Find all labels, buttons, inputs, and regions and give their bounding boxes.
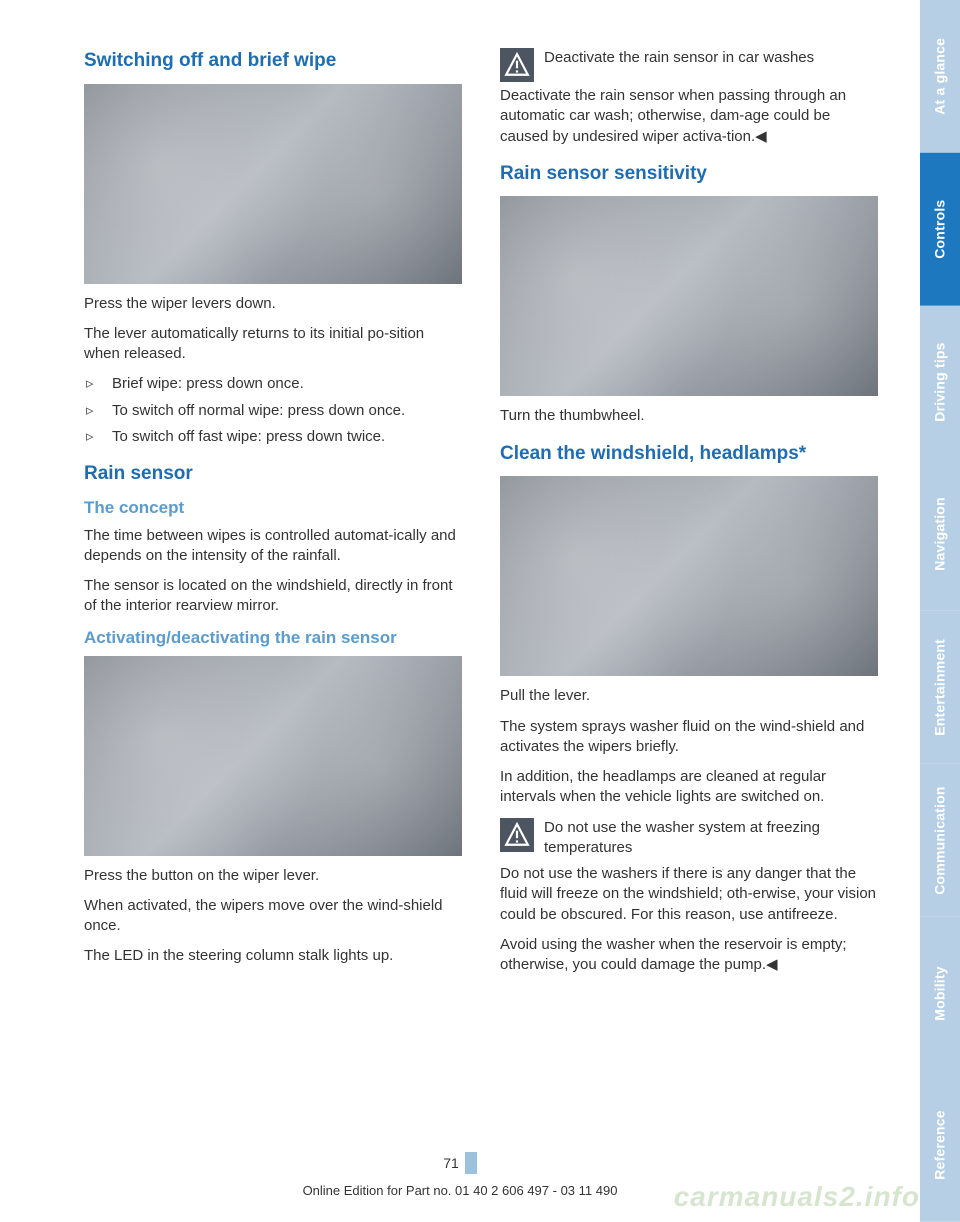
text-system-sprays: The system sprays washer fluid on the wi…	[500, 717, 880, 758]
figure-thumbwheel	[500, 196, 878, 396]
text-lever-returns: The lever automatically returns to its i…	[84, 324, 464, 365]
heading-switching-off: Switching off and brief wipe	[84, 48, 464, 74]
text-press-down: Press the wiper levers down.	[84, 294, 464, 314]
text-headlamps: In addition, the headlamps are cleaned a…	[500, 767, 880, 808]
tab-mobility[interactable]: Mobility	[920, 917, 960, 1070]
heading-concept: The concept	[84, 497, 464, 520]
caution-icon	[500, 48, 534, 82]
warning-freezing-text: Do not use the washers if there is any d…	[500, 864, 880, 925]
tab-communication[interactable]: Communication	[920, 764, 960, 917]
tab-navigation[interactable]: Navigation	[920, 458, 960, 611]
text-concept-2: The sensor is located on the windshield,…	[84, 576, 464, 617]
page-number-wrap: 71	[0, 1154, 920, 1174]
figure-pull-lever	[500, 476, 878, 676]
warning-reservoir-text: Avoid using the washer when the reservoi…	[500, 935, 880, 976]
warning-freezing: Do not use the washer system at freezing…	[500, 818, 880, 861]
page-content: Switching off and brief wipe Press the w…	[0, 0, 890, 985]
bullet-brief-wipe: Brief wipe: press down once.	[84, 374, 464, 394]
footer-line: Online Edition for Part no. 01 40 2 606 …	[0, 1182, 920, 1200]
text-press-button: Press the button on the wiper lever.	[84, 866, 464, 886]
text-activated: When activated, the wipers move over the…	[84, 896, 464, 937]
warning-car-wash-body: Deactivate the rain sensor in car washes	[544, 48, 880, 82]
text-pull-lever: Pull the lever.	[500, 686, 880, 706]
bullet-list-wipe: Brief wipe: press down once. To switch o…	[84, 374, 464, 447]
warning-freezing-body: Do not use the washer system at freezing…	[544, 818, 880, 861]
text-concept-1: The time between wipes is controlled aut…	[84, 526, 464, 567]
warning-car-wash: Deactivate the rain sensor in car washes	[500, 48, 880, 82]
tab-controls[interactable]: Controls	[920, 153, 960, 306]
figure-wiper-lever-down	[84, 84, 462, 284]
warning-car-wash-text: Deactivate the rain sensor when passing …	[500, 86, 880, 147]
side-tab-bar: At a glance Controls Driving tips Naviga…	[920, 0, 960, 1222]
tab-driving-tips[interactable]: Driving tips	[920, 306, 960, 459]
left-column: Switching off and brief wipe Press the w…	[84, 48, 464, 985]
heading-activating: Activating/deactivating the rain sensor	[84, 627, 464, 650]
tab-at-a-glance[interactable]: At a glance	[920, 0, 960, 153]
warning-car-wash-title: Deactivate the rain sensor in car washes	[544, 48, 880, 68]
text-led: The LED in the steering column stalk lig…	[84, 946, 464, 966]
heading-sensitivity: Rain sensor sensitivity	[500, 161, 880, 187]
tab-entertainment[interactable]: Entertainment	[920, 611, 960, 764]
heading-rain-sensor: Rain sensor	[84, 461, 464, 487]
bullet-switch-off-fast: To switch off fast wipe: press down twic…	[84, 427, 464, 447]
page-number: 71	[443, 1154, 477, 1173]
caution-icon	[500, 818, 534, 852]
right-column: Deactivate the rain sensor in car washes…	[500, 48, 880, 985]
tab-reference[interactable]: Reference	[920, 1069, 960, 1222]
heading-clean-windshield: Clean the windshield, headlamps*	[500, 441, 880, 467]
warning-freezing-title: Do not use the washer system at freezing…	[544, 818, 880, 859]
figure-wiper-button	[84, 656, 462, 856]
text-turn-thumbwheel: Turn the thumbwheel.	[500, 406, 880, 426]
bullet-switch-off-normal: To switch off normal wipe: press down on…	[84, 401, 464, 421]
